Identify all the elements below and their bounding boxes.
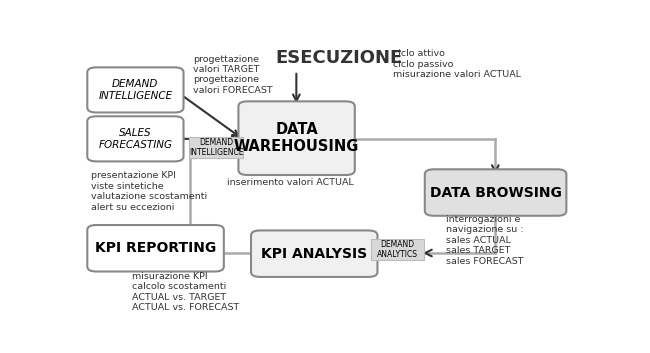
FancyBboxPatch shape (251, 231, 378, 277)
Text: KPI REPORTING: KPI REPORTING (95, 241, 216, 255)
Text: ESECUZIONE: ESECUZIONE (275, 49, 402, 67)
Text: interrogazioni e
navigazione su :
sales ACTUAL
sales TARGET
sales FORECAST: interrogazioni e navigazione su : sales … (447, 215, 524, 265)
FancyBboxPatch shape (87, 116, 183, 161)
Text: DEMAND
INTELLIGENCE: DEMAND INTELLIGENCE (98, 79, 172, 101)
Text: misurazione KPI
calcolo scostamenti
ACTUAL vs. TARGET
ACTUAL vs. FORECAST: misurazione KPI calcolo scostamenti ACTU… (131, 272, 239, 312)
FancyBboxPatch shape (188, 137, 244, 158)
FancyBboxPatch shape (425, 169, 566, 216)
FancyBboxPatch shape (87, 67, 183, 113)
Text: ciclo attivo
ciclo passivo
misurazione valori ACTUAL: ciclo attivo ciclo passivo misurazione v… (393, 49, 521, 79)
Text: progettazione
valori TARGET
progettazione
valori FORECAST: progettazione valori TARGET progettazion… (193, 55, 273, 95)
Text: DATA
WAREHOUSING: DATA WAREHOUSING (234, 122, 359, 154)
Text: KPI ANALYSIS: KPI ANALYSIS (261, 247, 367, 261)
Text: DEMAND
ANALYTICS: DEMAND ANALYTICS (377, 240, 418, 259)
Text: inserimento valori ACTUAL: inserimento valori ACTUAL (227, 178, 354, 187)
Text: SALES
FORECASTING: SALES FORECASTING (98, 128, 172, 150)
Text: DATA BROWSING: DATA BROWSING (430, 186, 562, 199)
Text: DEMAND
INTELLIGENCE: DEMAND INTELLIGENCE (188, 138, 243, 157)
FancyBboxPatch shape (371, 239, 424, 261)
FancyBboxPatch shape (87, 225, 224, 271)
Text: presentazione KPI
viste sintetiche
valutazione scostamenti
alert su eccezioni: presentazione KPI viste sintetiche valut… (91, 172, 207, 212)
FancyBboxPatch shape (239, 101, 355, 175)
